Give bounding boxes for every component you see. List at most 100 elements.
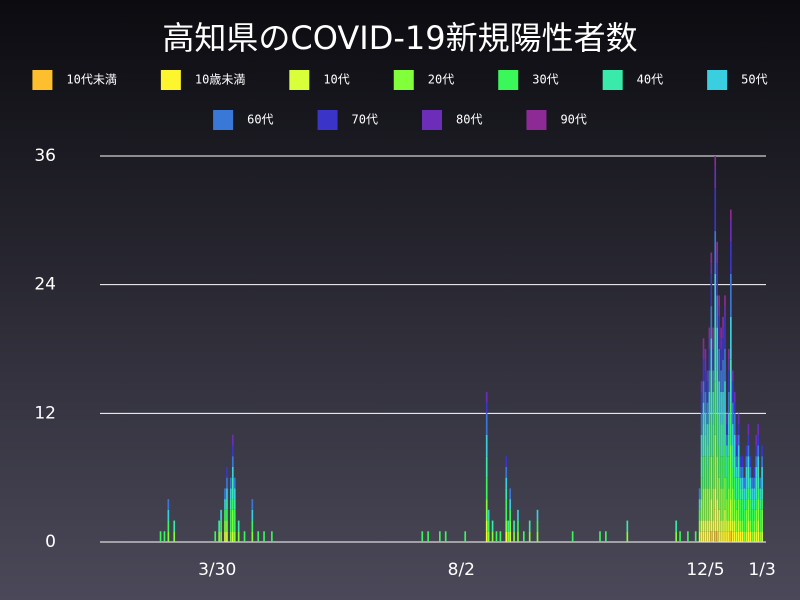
- bar-segment: [507, 531, 510, 542]
- bar-segment: [731, 370, 734, 382]
- bar-segment: [757, 434, 760, 446]
- bar-segment: [761, 531, 763, 542]
- bar-segment: [753, 477, 756, 489]
- bar-segment: [714, 434, 717, 489]
- bar-segment: [731, 381, 734, 403]
- bar-segment: [755, 477, 758, 500]
- legend-label: 70代: [352, 113, 378, 127]
- bar-segment: [522, 531, 525, 542]
- bar-segment: [759, 488, 761, 500]
- bar-segment: [706, 402, 709, 425]
- bar-segment: [749, 499, 752, 521]
- bar-segment: [714, 231, 717, 274]
- bar-segment: [485, 520, 488, 532]
- legend-swatch: [160, 70, 181, 90]
- bar-segment: [737, 413, 740, 425]
- bar-segment: [718, 509, 720, 532]
- bar-segment: [224, 531, 226, 542]
- bar-segment: [726, 434, 728, 446]
- bar-segment: [698, 509, 701, 521]
- bar-segment: [536, 520, 539, 532]
- bar-segment: [761, 445, 763, 457]
- bar-segment: [675, 520, 677, 532]
- bar-segment: [735, 477, 738, 500]
- bar-segment: [741, 477, 744, 489]
- bar-segment: [233, 509, 236, 532]
- bar-segment: [728, 488, 730, 521]
- bar-segment: [571, 531, 574, 542]
- bar-segment: [505, 520, 508, 532]
- legend-label: 60代: [247, 113, 273, 127]
- bar-segment: [722, 391, 724, 425]
- bar-segment: [755, 499, 758, 510]
- bar-segment: [751, 531, 754, 542]
- bar-segment: [243, 531, 246, 542]
- bar-segment: [485, 413, 488, 435]
- bar-segment: [706, 488, 709, 521]
- bar-segment: [731, 466, 734, 489]
- chart-title: 高知県のCOVID-19新規陽性者数: [162, 19, 637, 57]
- bar-segment: [724, 306, 726, 317]
- bar-segment: [737, 424, 740, 435]
- bar-segment: [730, 316, 732, 360]
- bar-segment: [487, 531, 490, 542]
- legend-swatch: [422, 110, 442, 130]
- bar-segment: [712, 327, 715, 339]
- bar-segment: [485, 499, 488, 521]
- bar-segment: [626, 520, 629, 532]
- bar-segment: [220, 520, 222, 532]
- y-tick-label: 12: [34, 403, 56, 423]
- bar-segment: [745, 499, 748, 510]
- bar-segment: [702, 338, 705, 349]
- bar-segment: [231, 531, 234, 542]
- bar-segment: [509, 488, 511, 500]
- bar-segment: [712, 488, 715, 521]
- bar-segment: [495, 531, 498, 542]
- bar-segment: [226, 531, 228, 542]
- bar-segment: [753, 531, 756, 542]
- bar-segment: [731, 424, 734, 446]
- bar-segment: [728, 413, 730, 435]
- bar-segment: [702, 402, 705, 425]
- bar-segment: [712, 370, 715, 392]
- bar-segment: [737, 445, 740, 457]
- bar-segment: [720, 456, 722, 489]
- bar-segment: [755, 456, 758, 467]
- bar-segment: [224, 509, 226, 521]
- bar-segment: [745, 509, 748, 532]
- bar-segment: [237, 531, 240, 542]
- bar-segment: [712, 391, 715, 425]
- bar-segment: [487, 509, 490, 521]
- bar-segment: [218, 520, 220, 532]
- bar-segment: [755, 509, 758, 532]
- bar-segment: [737, 477, 740, 500]
- bar-segment: [687, 531, 689, 542]
- bar-segment: [747, 488, 750, 500]
- bar-segment: [509, 531, 511, 542]
- bar-segment: [485, 434, 488, 457]
- bar-segment: [517, 531, 519, 542]
- legend-swatch: [707, 70, 728, 90]
- bar-segment: [745, 531, 748, 542]
- bar-segment: [718, 413, 720, 446]
- bar-segment: [230, 499, 232, 510]
- bar-segment: [747, 520, 750, 532]
- bar-segment: [599, 531, 601, 542]
- bar-segment: [728, 520, 730, 532]
- bar-segment: [233, 499, 236, 510]
- bar-segment: [724, 509, 726, 532]
- bar-segment: [726, 477, 728, 500]
- bar-segment: [757, 466, 760, 489]
- bar-segment: [251, 509, 254, 521]
- bar-segment: [708, 338, 711, 349]
- bar-segment: [704, 520, 707, 532]
- bar-segment: [720, 391, 722, 425]
- bar-segment: [722, 520, 724, 532]
- bar-segment: [505, 466, 508, 478]
- bar-segment: [733, 402, 736, 414]
- bar-segment: [714, 509, 717, 532]
- legend-row: 10代未満 10歳未満 10代 20代 30代 40代 50代: [32, 70, 768, 90]
- bar-segment: [708, 488, 711, 521]
